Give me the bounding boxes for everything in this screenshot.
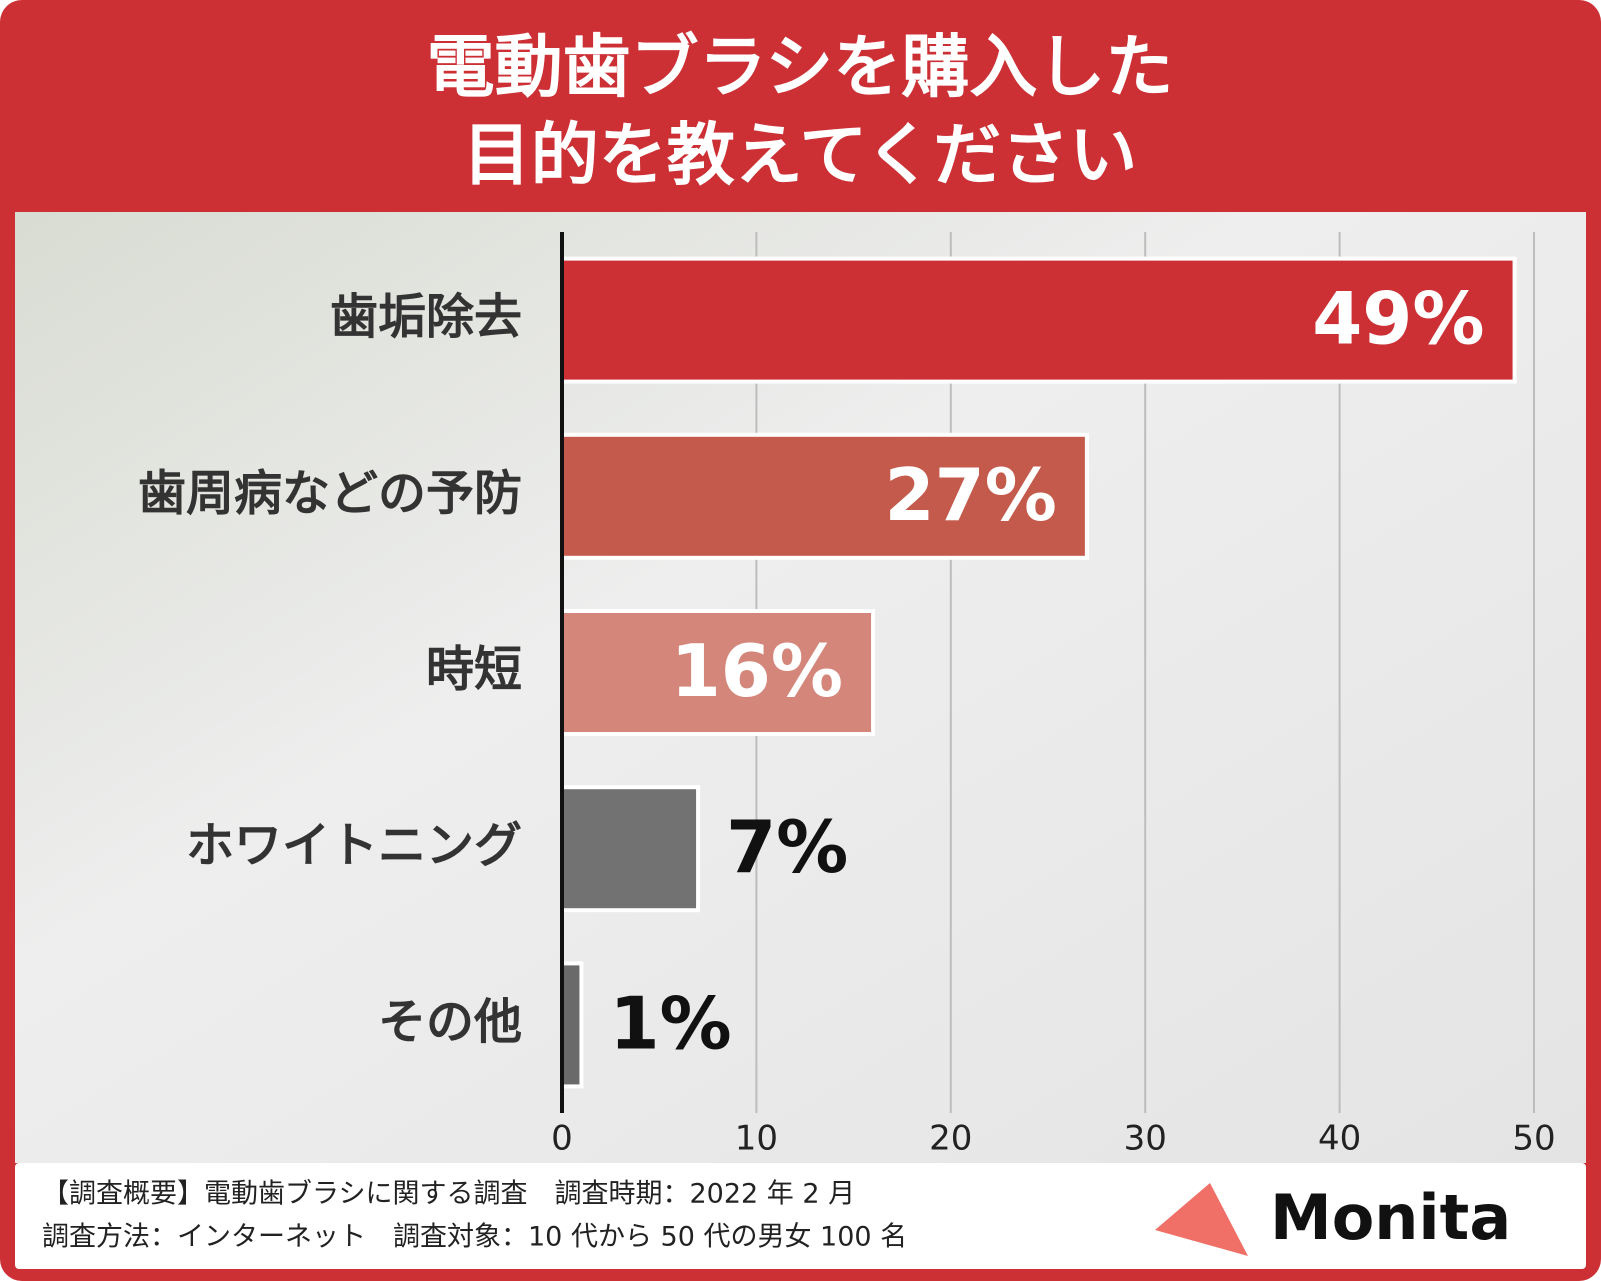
x-tick-label: 50 xyxy=(1512,1119,1555,1159)
value-label: 49% xyxy=(1312,277,1484,361)
x-tick-label: 0 xyxy=(551,1119,573,1159)
bar xyxy=(560,961,584,1089)
value-label: 7% xyxy=(726,805,848,889)
value-label: 27% xyxy=(885,453,1057,537)
chart-title: 電動歯ブラシを購入した xyxy=(427,29,1174,108)
x-tick-label: 30 xyxy=(1124,1119,1167,1159)
footnote: 【調査概要】電動歯ブラシに関する調査 調査時期：2022 年 2 月 xyxy=(42,1179,855,1210)
category-label: 時短 xyxy=(426,642,522,698)
bar xyxy=(560,785,701,913)
bar xyxy=(560,432,1089,560)
category-label: ホワイトニング xyxy=(186,818,522,874)
chart-title: 目的を教えてください xyxy=(463,117,1138,196)
category-label: 歯垢除去 xyxy=(330,289,522,345)
value-label: 16% xyxy=(671,629,843,713)
footer-background xyxy=(15,1163,1586,1269)
x-tick-label: 20 xyxy=(929,1119,972,1159)
x-tick-label: 40 xyxy=(1318,1119,1361,1159)
x-tick-label: 10 xyxy=(735,1119,778,1159)
category-label: その他 xyxy=(378,994,522,1050)
brand-name: Monita xyxy=(1270,1181,1511,1254)
bar xyxy=(560,256,1517,384)
footnote: 調査方法：インターネット 調査対象：10 代から 50 代の男女 100 名 xyxy=(42,1222,907,1253)
value-label: 1% xyxy=(609,981,731,1065)
brand-logo xyxy=(1155,1183,1248,1256)
category-label: 歯周病などの予防 xyxy=(138,465,522,521)
